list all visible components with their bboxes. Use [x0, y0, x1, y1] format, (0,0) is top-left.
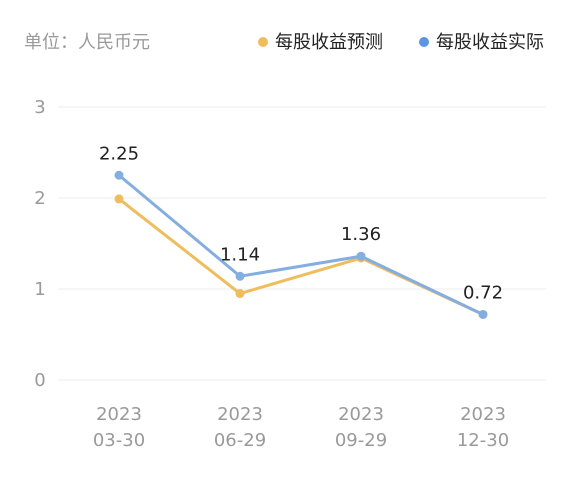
point-actual-3[interactable]: [478, 309, 488, 319]
point-forecast-0[interactable]: [114, 194, 124, 204]
legend-label-forecast[interactable]: 每股收益预测: [275, 32, 383, 53]
x-tick-year-1: 2023: [217, 404, 263, 425]
data-label-1: 1.14: [220, 244, 260, 265]
legend-label-actual[interactable]: 每股收益实际: [436, 32, 544, 53]
y-axis: 0 1 2 3: [34, 97, 45, 391]
y-tick-label-1: 1: [34, 279, 45, 300]
y-tick-label-0: 0: [34, 370, 45, 391]
point-actual-2[interactable]: [356, 251, 366, 261]
x-tick-year-3: 2023: [460, 404, 506, 425]
data-label-3: 0.72: [463, 282, 503, 303]
x-axis: 2023 03-30 2023 06-29 2023 09-29 2023 12-30: [93, 404, 509, 451]
legend-dot-forecast: [258, 37, 268, 47]
x-tick-date-0: 03-30: [93, 430, 145, 451]
y-tick-label-3: 3: [34, 97, 45, 118]
grid-lines: [58, 106, 546, 381]
unit-label: 单位：人民币元: [24, 32, 150, 53]
x-tick-date-3: 12-30: [457, 430, 509, 451]
point-actual-1[interactable]: [235, 271, 245, 281]
series-line-forecast: [117, 197, 485, 316]
legend-dot-actual: [419, 37, 429, 47]
x-tick-year-0: 2023: [96, 404, 142, 425]
point-forecast-1[interactable]: [235, 289, 245, 299]
series-layer: [114, 170, 488, 319]
x-tick-date-2: 09-29: [335, 430, 387, 451]
data-labels: 2.25 1.14 1.36 0.72: [99, 143, 503, 303]
point-actual-0[interactable]: [114, 170, 124, 180]
x-tick-date-1: 06-29: [214, 430, 266, 451]
y-tick-label-2: 2: [34, 188, 45, 209]
x-tick-year-2: 2023: [338, 404, 384, 425]
series-line-actual: [117, 173, 485, 316]
legend: 每股收益预测 每股收益实际: [258, 32, 544, 53]
data-label-2: 1.36: [341, 224, 381, 245]
data-label-0: 2.25: [99, 143, 139, 164]
